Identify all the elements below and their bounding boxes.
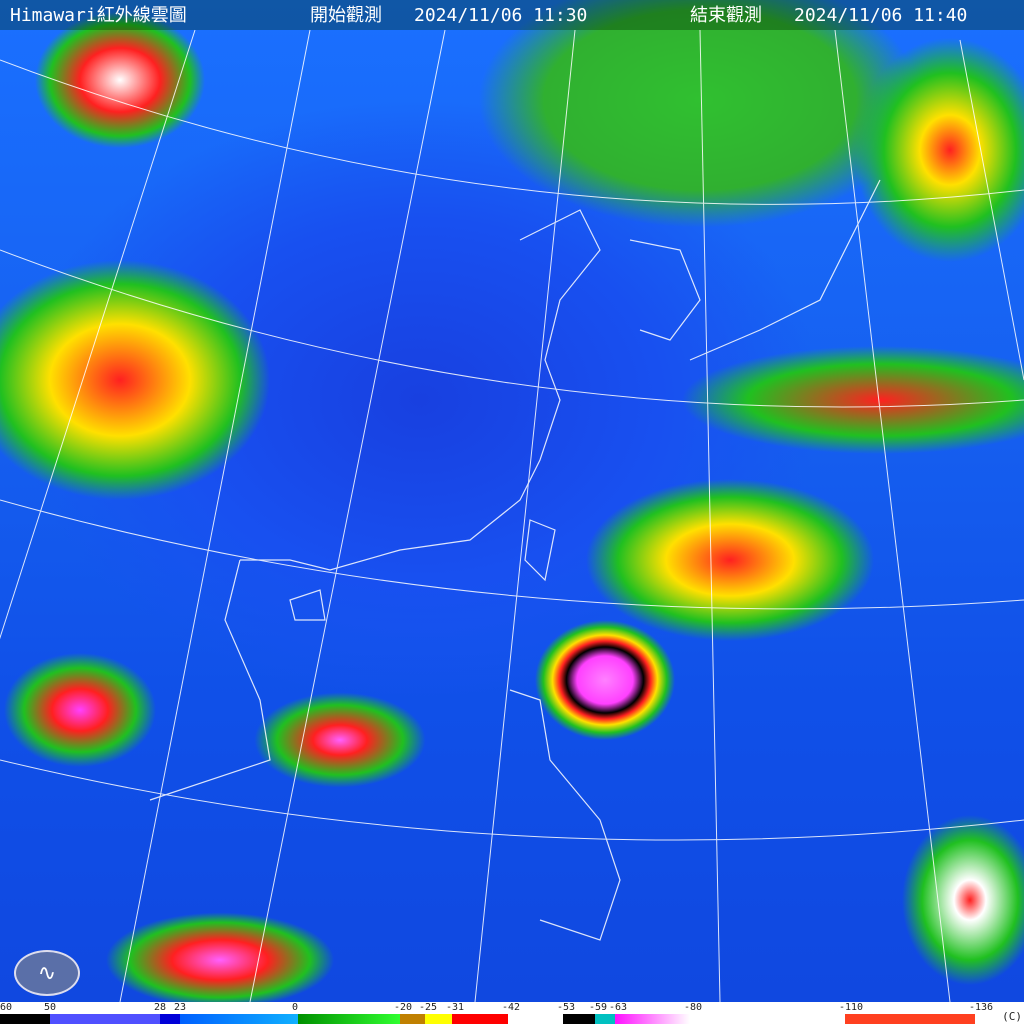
scale-tick-label: 0 <box>292 1002 299 1013</box>
scale-tick-label: 23 <box>174 1002 187 1013</box>
color-segment <box>845 1014 975 1024</box>
color-segment <box>975 1014 1024 1024</box>
color-segment <box>50 1014 160 1024</box>
scale-tick-label: -20 <box>394 1002 413 1013</box>
unit-label: (C) <box>1002 1010 1022 1023</box>
color-segment <box>0 1014 50 1024</box>
color-segment <box>180 1014 298 1024</box>
color-segment <box>508 1014 563 1024</box>
end-time: 2024/11/06 11:40 <box>794 5 968 26</box>
end-label: 結束觀測 <box>690 5 762 26</box>
scale-tick-label: -80 <box>684 1002 703 1013</box>
header-bar: Himawari紅外線雲圖 開始觀測 2024/11/06 11:30 結束觀測… <box>0 0 1024 30</box>
color-segment <box>425 1014 452 1024</box>
color-segment <box>452 1014 508 1024</box>
color-segment <box>160 1014 180 1024</box>
color-segment <box>400 1014 425 1024</box>
lat-lon-graticule <box>0 29 1024 1002</box>
scale-tick-label: -53 <box>557 1002 576 1013</box>
scale-tick-label: -31 <box>446 1002 465 1013</box>
color-segment <box>615 1014 690 1024</box>
scale-tick-label: -110 <box>839 1002 864 1013</box>
scale-tick-label: 28 <box>154 1002 167 1013</box>
color-segment <box>595 1014 615 1024</box>
scale-tick-label: 50 <box>44 1002 57 1013</box>
scale-tick-label: -63 <box>609 1002 628 1013</box>
scale-tick-label: -59 <box>589 1002 608 1013</box>
satellite-infrared-image <box>0 0 1024 1002</box>
color-segment <box>690 1014 845 1024</box>
scale-tick-label: -42 <box>502 1002 521 1013</box>
color-segment <box>298 1014 400 1024</box>
start-time: 2024/11/06 11:30 <box>414 5 588 26</box>
scale-tick-label: -136 <box>969 1002 994 1013</box>
temperature-color-scale: 60 50 28 23 0 -20 -25 -31 -42 -53 -59 -63 -80 -110 -13… <box>0 1002 1024 1024</box>
cwa-logo-icon: ∿ <box>14 950 80 996</box>
scale-tick-label: 60 <box>0 1002 13 1013</box>
color-segment <box>563 1014 595 1024</box>
image-title: Himawari紅外線雲圖 <box>10 5 187 26</box>
color-bar <box>0 1014 1024 1024</box>
scale-tick-label: -25 <box>419 1002 438 1013</box>
start-label: 開始觀測 <box>310 5 382 26</box>
